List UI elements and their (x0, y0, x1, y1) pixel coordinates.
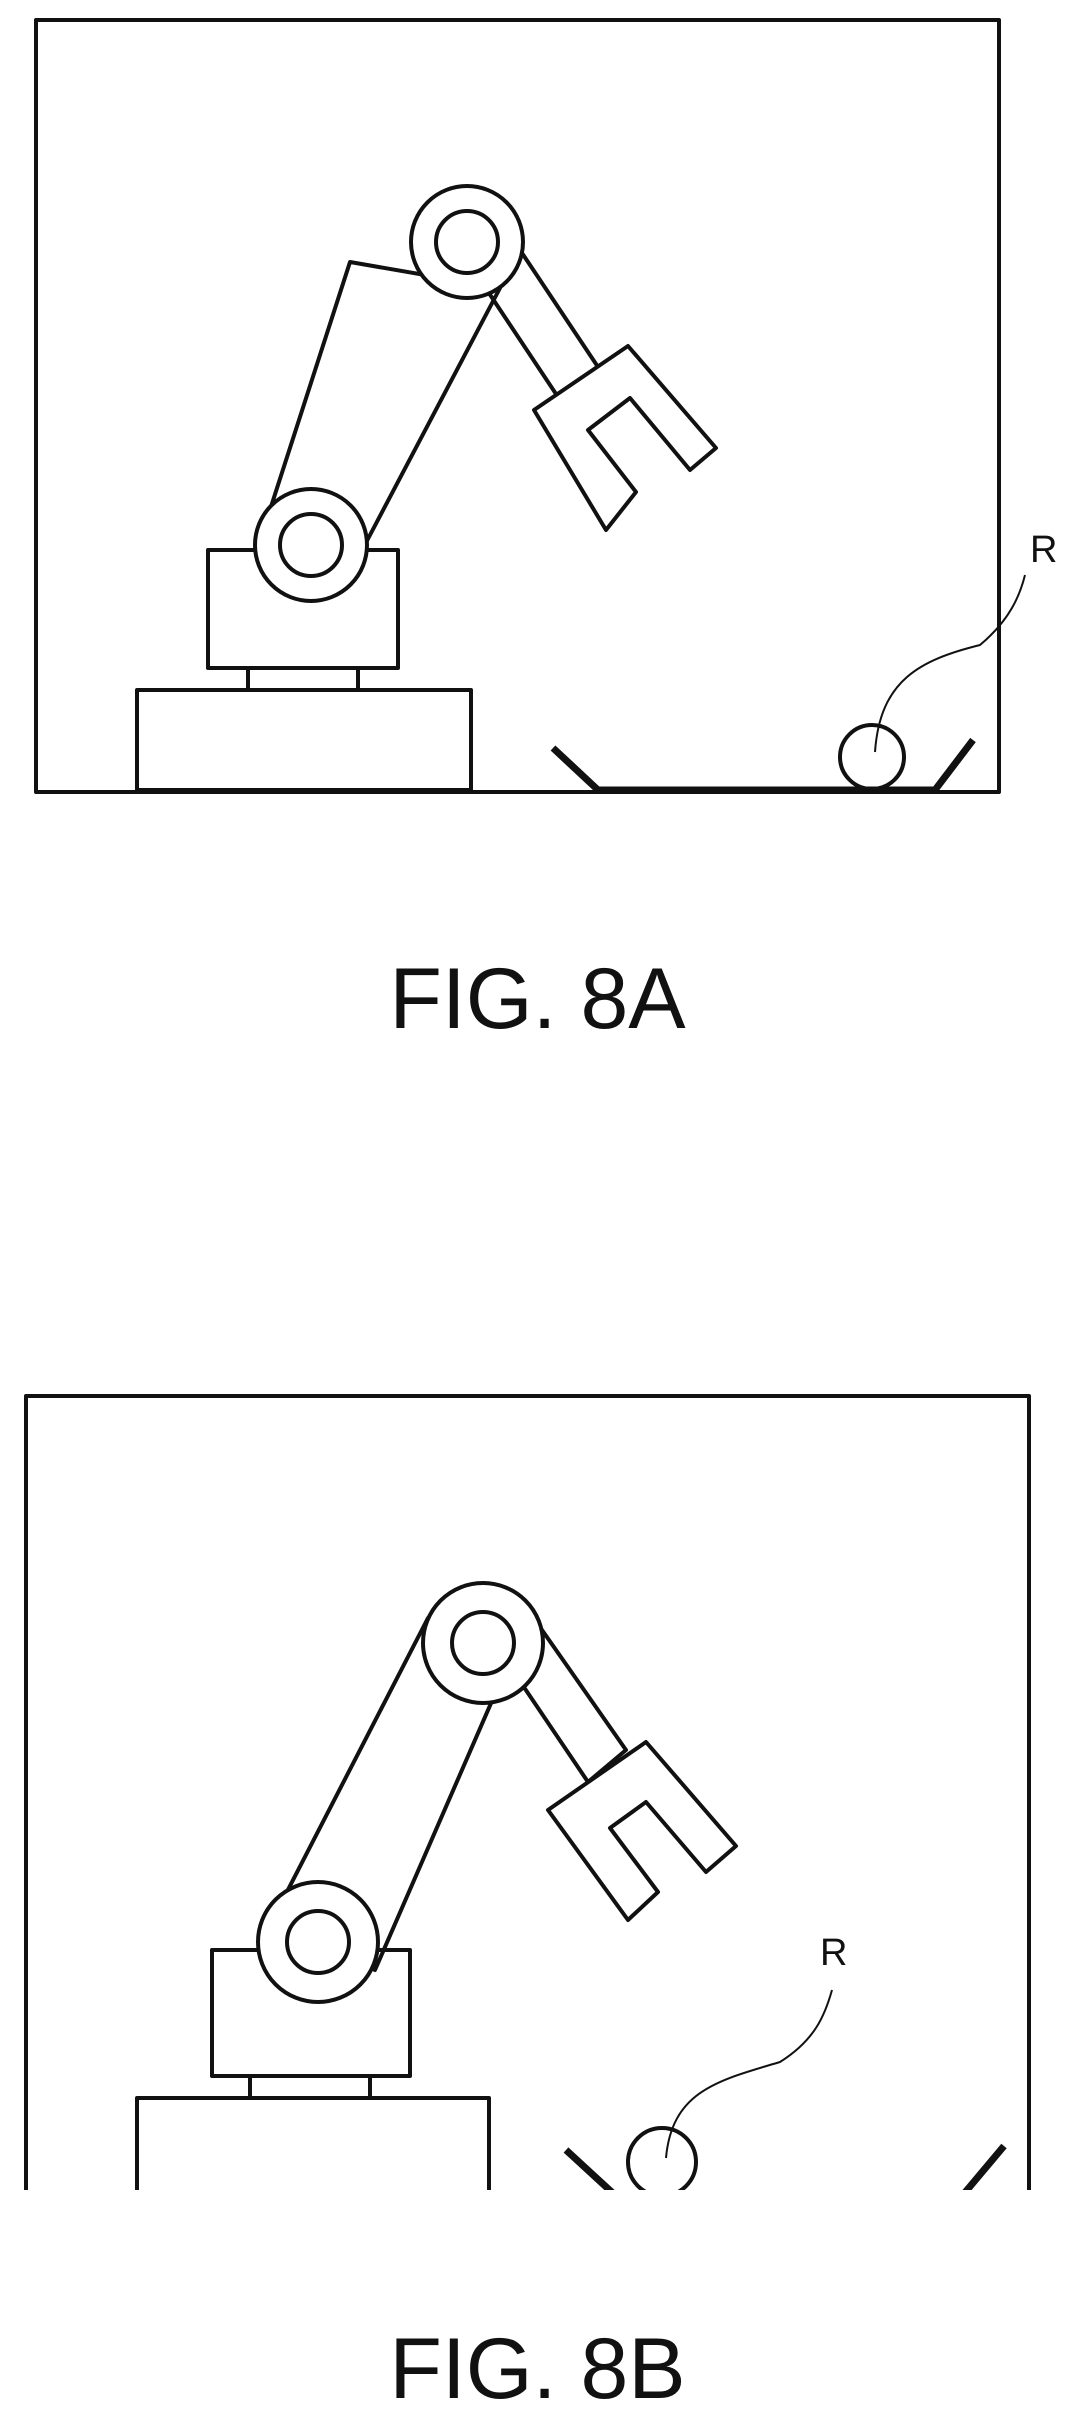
robot-gripper (548, 1742, 736, 1920)
object-r-leader-line (875, 575, 1025, 752)
lower-joint-outer (255, 489, 367, 601)
figure-8b-caption: FIG. 8B (0, 2320, 1075, 2419)
figure-8a-drawing: R (0, 0, 1075, 800)
upper-joint-outer (423, 1583, 543, 1703)
object-r-leader-line (666, 1990, 832, 2158)
object-r-label: R (1030, 529, 1057, 571)
upper-joint-outer (411, 186, 523, 298)
figure-8b-frame (26, 1396, 1029, 2190)
object-r (840, 725, 904, 789)
object-r-label: R (820, 1932, 847, 1974)
lower-joint-outer (258, 1882, 378, 2002)
figure-8b-drawing: R (0, 1390, 1075, 2190)
robot-neck (248, 668, 358, 690)
tray (566, 2146, 1004, 2190)
robot-gripper (534, 346, 716, 530)
figure-8a-frame (36, 20, 999, 792)
robot-neck (250, 2076, 370, 2098)
tray (553, 740, 973, 790)
object-r (628, 2128, 696, 2190)
robot-base (137, 690, 471, 790)
figure-8a-caption: FIG. 8A (0, 950, 1075, 1049)
robot-base (137, 2098, 489, 2190)
